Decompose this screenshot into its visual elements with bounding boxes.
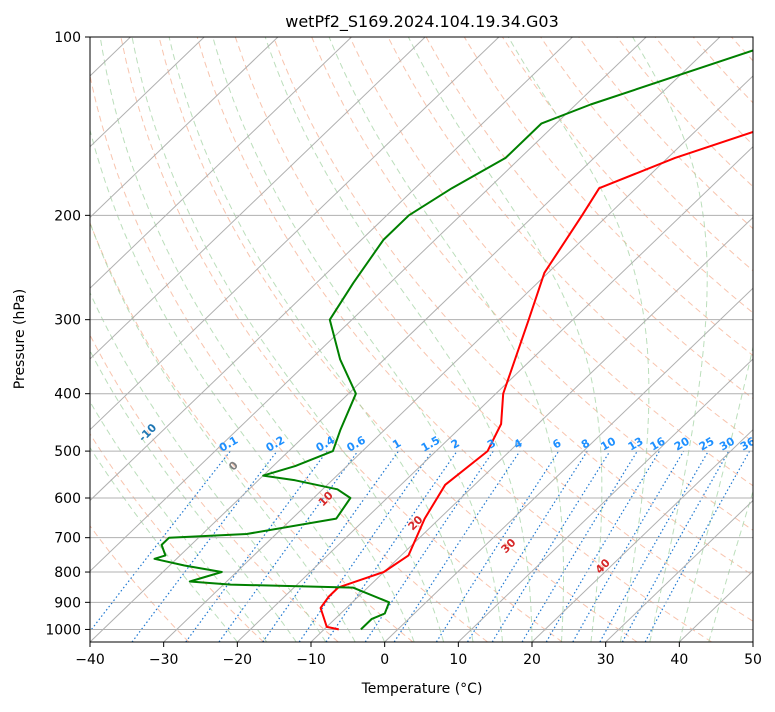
isotherm: [606, 37, 775, 642]
dry-adiabat-label: -30: [0, 340, 1, 363]
mixing-ratio-line: [326, 451, 457, 642]
isotherm: [0, 37, 204, 642]
dry-adiabat-label: -10: [136, 421, 159, 444]
x-tick-label: −20: [223, 652, 253, 668]
mixing-ratio-line: [645, 451, 749, 642]
mixing-ratio-line: [468, 451, 588, 642]
x-tick-label: 0: [380, 652, 389, 668]
dry-adiabat-label: 10: [316, 489, 336, 509]
dry-adiabat: [579, 37, 775, 642]
x-tick-label: −40: [75, 652, 105, 668]
moist-adiabat: [0, 37, 237, 642]
mixing-ratio-label: 2: [449, 437, 462, 452]
y-tick-label: 1000: [45, 622, 81, 638]
y-tick-label: 700: [54, 531, 81, 547]
isotherm: [0, 37, 57, 642]
dry-adiabat: [45, 37, 413, 642]
mixing-ratio-line: [622, 451, 729, 642]
y-axis-label: Pressure (hPa): [12, 289, 28, 389]
moist-adiabat: [508, 37, 649, 642]
x-tick-label: 30: [597, 652, 615, 668]
dry-adiabat: [0, 37, 263, 642]
mixing-ratio-line: [82, 451, 231, 642]
moist-adiabat: [709, 37, 775, 642]
x-tick-label: 10: [449, 652, 467, 668]
dry-adiabat-label: 40: [593, 556, 613, 576]
y-tick-label: 100: [54, 30, 81, 46]
dry-adiabat: [6, 37, 338, 642]
moist-adiabat: [169, 37, 473, 642]
dry-adiabat: [312, 37, 775, 642]
y-tick-label: 400: [54, 387, 81, 403]
moist-adiabat: [48, 37, 356, 642]
plot-area: [0, 37, 775, 642]
dry-adiabat-label: 20: [406, 513, 426, 533]
isotherm: [0, 37, 352, 642]
x-tick-label: 40: [670, 652, 688, 668]
isotherm: [164, 37, 775, 642]
mixing-ratio-line: [600, 451, 709, 642]
y-tick-label: 500: [54, 444, 81, 460]
dry-adiabat: [655, 37, 775, 642]
chart-title: wetPf2_S169.2024.104.19.34.G03: [285, 12, 559, 32]
dry-adiabat-label: 0: [226, 458, 241, 473]
mixing-ratio-line: [263, 451, 399, 642]
dry-adiabat-label: 30: [498, 536, 518, 556]
dry-adiabat: [617, 37, 775, 642]
moist-adiabat: [329, 37, 563, 642]
isotherm: [311, 37, 775, 642]
x-axis-label: Temperature (°C): [361, 681, 483, 697]
x-tick-label: 50: [744, 652, 762, 668]
y-tick-label: 800: [54, 565, 81, 581]
y-tick-label: 600: [54, 491, 81, 507]
x-tick-label: −10: [296, 652, 326, 668]
mixing-ratio-line: [573, 451, 684, 642]
y-tick-label: 300: [54, 313, 81, 329]
dry-adiabat: [770, 37, 775, 642]
x-tick-label: −30: [149, 652, 179, 668]
isotherm: [753, 37, 775, 642]
moist-adiabat: [72, 37, 384, 642]
moist-adiabat: [25, 37, 326, 642]
y-tick-label: 900: [54, 595, 81, 611]
moist-adiabat: [633, 37, 708, 642]
moist-adiabat: [132, 37, 444, 642]
x-tick-label: 20: [523, 652, 541, 668]
isotherm: [0, 37, 499, 642]
isotherm: [0, 37, 425, 642]
dry-adiabat: [502, 37, 775, 642]
mixing-ratio-label: 6: [550, 436, 563, 451]
plot-frame: [90, 37, 753, 642]
isotherm: [0, 37, 278, 642]
dry-adiabat: [0, 37, 189, 642]
isotherm: [532, 37, 775, 642]
dry-adiabat: [350, 37, 775, 642]
y-tick-label: 200: [54, 208, 81, 224]
dry-adiabat: [693, 37, 775, 642]
